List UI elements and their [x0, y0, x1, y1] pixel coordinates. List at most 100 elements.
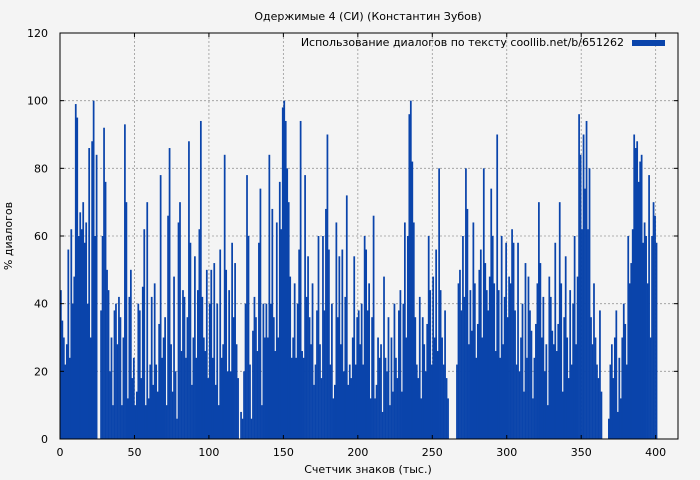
bar [162, 337, 165, 439]
bar [646, 283, 649, 439]
legend-swatch [632, 40, 665, 46]
bar [655, 242, 658, 439]
bar [287, 202, 290, 439]
bar [526, 357, 528, 439]
bar [588, 168, 591, 440]
bar [515, 364, 518, 439]
bar [362, 364, 365, 439]
bar [191, 384, 193, 439]
bar [268, 154, 271, 440]
bar [351, 337, 354, 439]
bar [71, 303, 74, 439]
bar [194, 256, 196, 439]
bar [575, 344, 577, 439]
bar [594, 337, 597, 439]
bar [402, 303, 405, 439]
bar [432, 276, 435, 439]
bar [479, 249, 482, 439]
bar [529, 310, 531, 439]
bar [471, 330, 473, 439]
bar [243, 371, 245, 439]
bar [208, 303, 211, 439]
bar [62, 337, 65, 439]
bar [566, 337, 569, 439]
bar [563, 317, 566, 439]
bar [173, 276, 175, 439]
bar [543, 371, 546, 439]
bar [386, 371, 388, 439]
bar [590, 317, 592, 439]
bar [430, 364, 433, 439]
bar [482, 168, 485, 440]
bar [393, 303, 396, 439]
bar [322, 236, 324, 439]
bar [520, 337, 522, 439]
bar [106, 269, 108, 439]
bar [494, 351, 497, 439]
bar [338, 256, 341, 439]
bar [131, 378, 134, 439]
bar [576, 276, 579, 439]
bar [608, 418, 610, 439]
bar [363, 236, 366, 439]
bar [368, 283, 370, 439]
bar [381, 411, 384, 439]
bar [180, 351, 183, 439]
bar [497, 290, 500, 439]
bar [304, 175, 306, 439]
bar [545, 344, 548, 439]
bar [546, 405, 549, 439]
bar [199, 120, 202, 439]
bar [365, 249, 368, 439]
bar [561, 391, 564, 439]
x-tick-label: 50 [127, 446, 141, 459]
bar [564, 256, 567, 439]
bar [277, 337, 280, 439]
bar [619, 398, 622, 439]
bar [523, 391, 525, 439]
bar [375, 384, 378, 439]
bar [183, 296, 186, 439]
bar [177, 222, 180, 439]
bar [616, 411, 619, 439]
bar [551, 330, 554, 439]
bar [128, 296, 131, 439]
bar [316, 310, 318, 439]
bar [521, 303, 524, 439]
bar [127, 398, 129, 439]
bar [578, 114, 580, 439]
bar [518, 371, 521, 439]
bar [579, 154, 582, 440]
bar [558, 202, 561, 439]
bar [219, 249, 222, 439]
bar [168, 148, 171, 440]
bar [82, 202, 85, 439]
bar [73, 276, 76, 439]
x-tick-label: 300 [496, 446, 517, 459]
y-tick-label: 20 [34, 365, 48, 378]
bar [231, 242, 233, 439]
bar [426, 323, 429, 439]
bar [244, 303, 247, 439]
bar [149, 364, 152, 439]
bar [135, 391, 138, 439]
x-tick-label: 150 [273, 446, 294, 459]
bar [174, 371, 177, 439]
bar [491, 236, 494, 439]
bar [344, 296, 347, 439]
bar [79, 212, 82, 439]
bar [86, 303, 89, 439]
bar [246, 175, 248, 439]
bar [198, 229, 201, 439]
bar [335, 222, 338, 439]
bar [557, 323, 560, 439]
bar [587, 229, 589, 439]
bar [484, 263, 487, 439]
x-tick-label: 250 [422, 446, 443, 459]
bar [146, 202, 149, 439]
bar [621, 337, 624, 439]
bar [121, 405, 123, 439]
bar [599, 310, 601, 439]
bar [61, 320, 64, 439]
bar [555, 351, 558, 439]
